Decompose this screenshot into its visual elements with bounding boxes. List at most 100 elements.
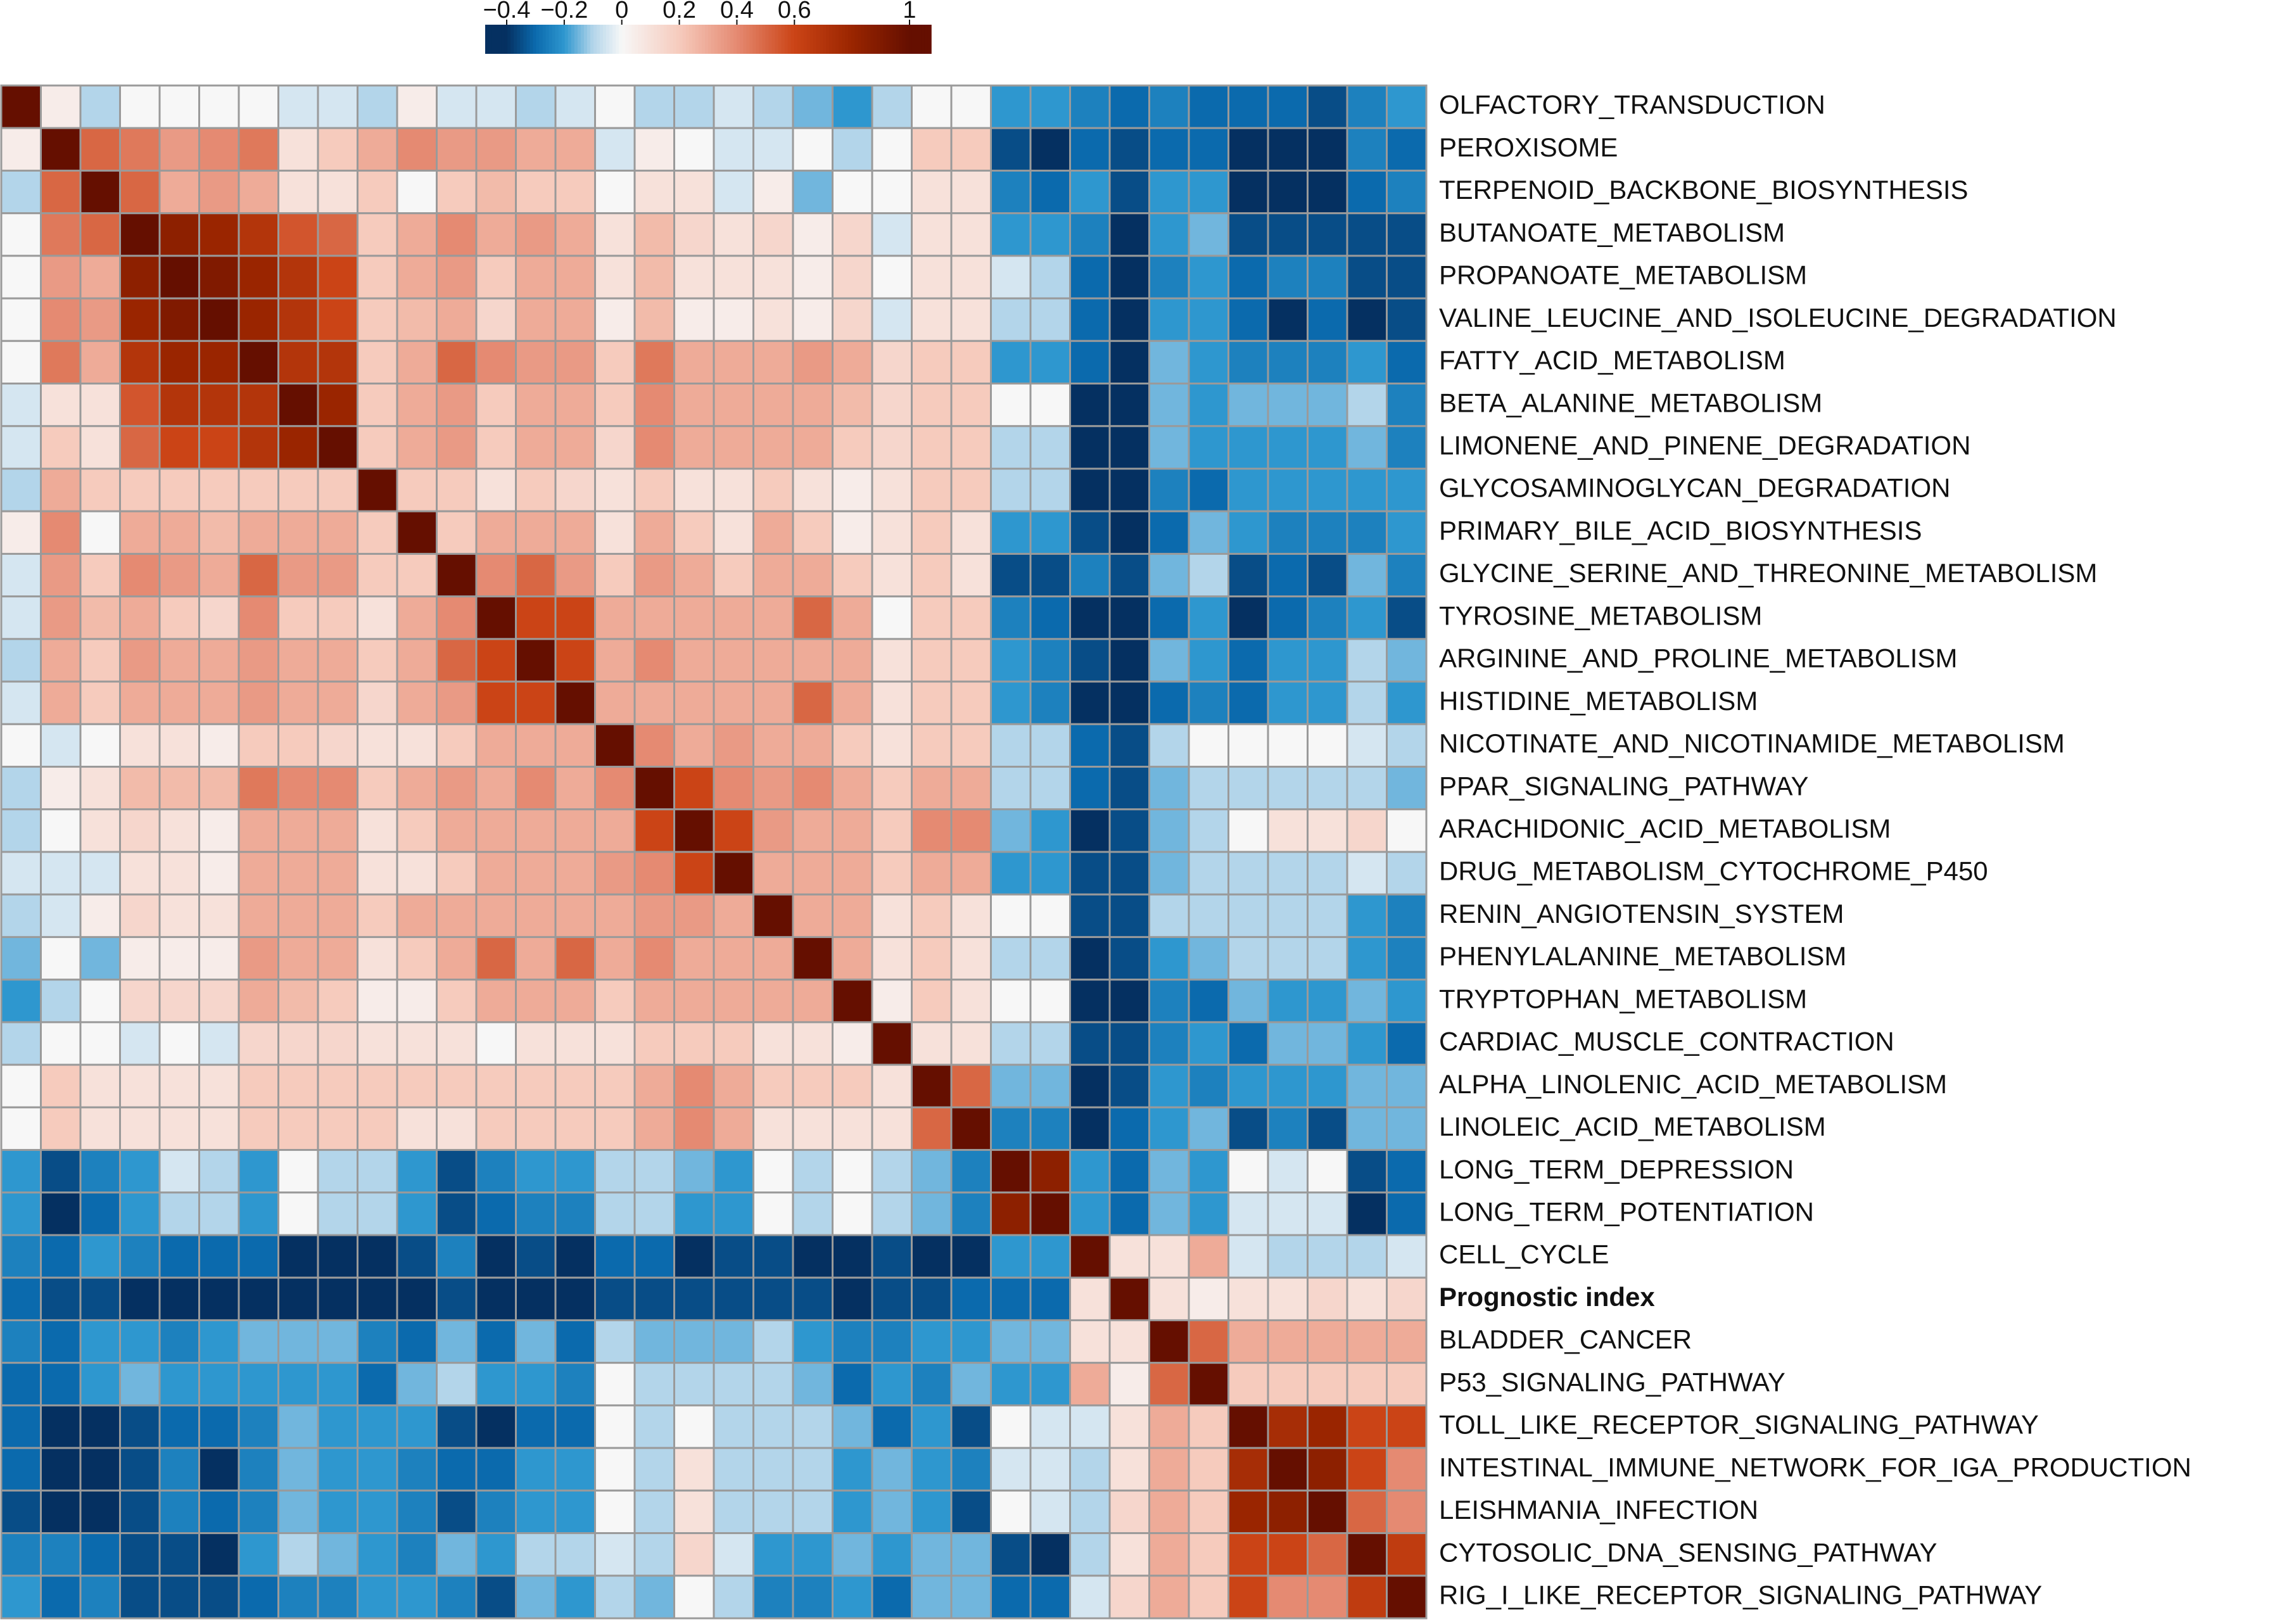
heatmap-cell [792,1021,834,1066]
heatmap-cell [554,1532,596,1577]
heatmap-cell [436,893,478,938]
heatmap-cell [1346,84,1388,129]
heatmap-cell [554,1063,596,1108]
heatmap-cell [277,84,319,129]
colorbar-segment [883,25,887,54]
heatmap-cell [871,680,913,725]
heatmap-cell [357,1276,398,1321]
colorbar-segment [759,25,763,54]
heatmap-cell [633,1447,675,1492]
heatmap-cell [0,979,42,1024]
heatmap-cell [357,552,398,598]
heatmap-cell [752,1362,794,1407]
colorbar-segment [676,25,680,54]
heatmap-cell [436,1191,478,1236]
heatmap-cell [357,467,398,512]
heatmap-cell [1108,510,1150,555]
heatmap-cell [396,680,438,725]
heatmap-cell [158,1489,200,1535]
heatmap-cell [633,1532,675,1577]
colorbar-segment [721,25,725,54]
heatmap-cell [1108,638,1150,683]
heatmap-cell [594,936,636,981]
heatmap-cell [1307,680,1348,725]
heatmap-cell [792,1149,834,1194]
heatmap-cell [1267,1234,1309,1279]
heatmap-cell [1227,510,1269,555]
heatmap-cell [950,1319,992,1364]
heatmap-cell [1148,936,1190,981]
heatmap-cell [515,510,557,555]
heatmap-cell [277,893,319,938]
row-label: BETA_ALANINE_METABOLISM [1439,388,1822,417]
heatmap-cell [515,552,557,598]
heatmap-cell [594,84,636,129]
heatmap-cell [1386,212,1428,257]
heatmap-cell [1069,84,1111,129]
heatmap-cell [554,212,596,257]
heatmap-cell [871,510,913,555]
colorbar-segment [787,25,792,54]
heatmap-cell [436,808,478,853]
heatmap-cell [1069,1575,1111,1620]
heatmap-cell [633,127,675,172]
heatmap-cell [1346,212,1388,257]
heatmap-cell [1148,169,1190,215]
heatmap-cell [40,1276,82,1321]
heatmap-cell [713,255,754,300]
heatmap-cell [317,1362,358,1407]
heatmap-cell [1386,1489,1428,1535]
heatmap-cell [871,1404,913,1449]
heatmap-cell [554,383,596,428]
heatmap-cell [594,851,636,896]
heatmap-cell [0,467,42,512]
heatmap-cell [357,1532,398,1577]
heatmap-cell [792,552,834,598]
heatmap-cell [554,127,596,172]
heatmap-cell [238,1319,279,1364]
heatmap-cell [475,297,517,342]
heatmap-cell [0,1149,42,1194]
heatmap-cell [1346,808,1388,853]
heatmap-cell [990,766,1032,811]
heatmap-cell [1108,723,1150,768]
heatmap-cell [950,169,992,215]
heatmap-cell [1148,383,1190,428]
heatmap-cell [554,1191,596,1236]
heatmap-cell [594,1447,636,1492]
colorbar-segment [727,25,731,54]
heatmap-cell [1307,893,1348,938]
heatmap-cell [950,936,992,981]
heatmap-cell [238,1021,279,1066]
heatmap-cell [475,1532,517,1577]
heatmap-cell [0,552,42,598]
heatmap-cell [713,638,754,683]
heatmap-cell [317,169,358,215]
heatmap-cell [396,979,438,1024]
heatmap-cell [79,84,121,129]
heatmap-cell [79,1063,121,1108]
heatmap-cell [950,1276,992,1321]
heatmap-cell [357,339,398,385]
colorbar-segment [896,25,900,54]
heatmap-cell [1148,510,1190,555]
heatmap-cell [1307,723,1348,768]
heatmap-cell [1188,510,1229,555]
heatmap-cell [871,552,913,598]
heatmap-cell [1029,127,1071,172]
heatmap-cell [1148,680,1190,725]
heatmap-cell [1386,467,1428,512]
heatmap-cell [238,595,279,640]
heatmap-cell [1307,1106,1348,1151]
heatmap-cell [950,595,992,640]
heatmap-cell [1307,766,1348,811]
heatmap-cell [515,893,557,938]
heatmap-cell [0,1362,42,1407]
heatmap-cell [317,297,358,342]
heatmap-cell [158,552,200,598]
heatmap-cell [357,638,398,683]
colorbar-tick-label: 1 [903,0,916,23]
colorbar-segment [663,25,668,54]
heatmap-cell [277,169,319,215]
colorbar-segment [752,25,757,54]
